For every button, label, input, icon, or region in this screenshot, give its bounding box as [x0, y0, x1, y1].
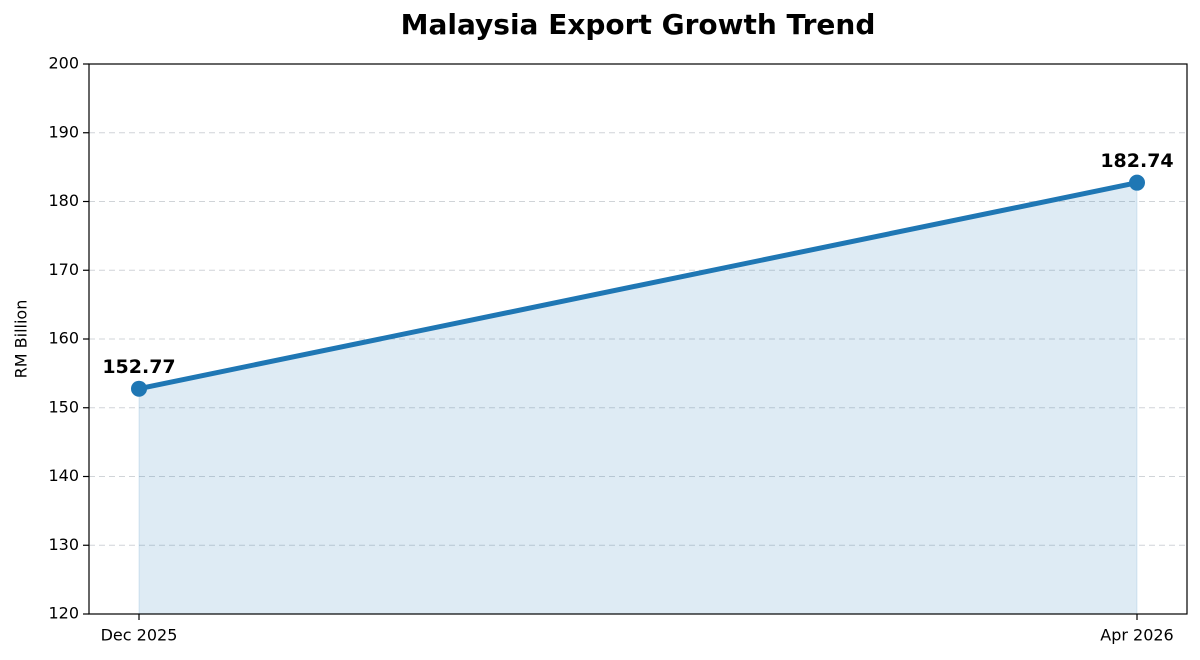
- point: [1129, 174, 1145, 191]
- x-tick-label: Dec 2025: [101, 626, 178, 645]
- point: [131, 380, 147, 397]
- y-tick-label: 150: [48, 397, 79, 416]
- data-label: 182.74: [1100, 150, 1173, 172]
- data-label: 152.77: [102, 356, 175, 378]
- y-tick-label: 200: [48, 54, 79, 73]
- y-axis-label: RM Billion: [12, 300, 31, 379]
- y-tick-label: 160: [48, 329, 79, 348]
- y-tick-label: 180: [48, 191, 79, 210]
- x-tick-label: Apr 2026: [1100, 626, 1173, 645]
- y-tick-label: 170: [48, 260, 79, 279]
- y-tick-label: 130: [48, 535, 79, 554]
- area: [138, 182, 1138, 615]
- y-tick-label: 190: [48, 122, 79, 141]
- chart-title: Malaysia Export Growth Trend: [401, 8, 876, 41]
- plot-frame: [88, 63, 1188, 615]
- line: [136, 180, 1140, 392]
- y-tick-label: 140: [48, 466, 79, 485]
- y-tick-label: 120: [48, 604, 79, 623]
